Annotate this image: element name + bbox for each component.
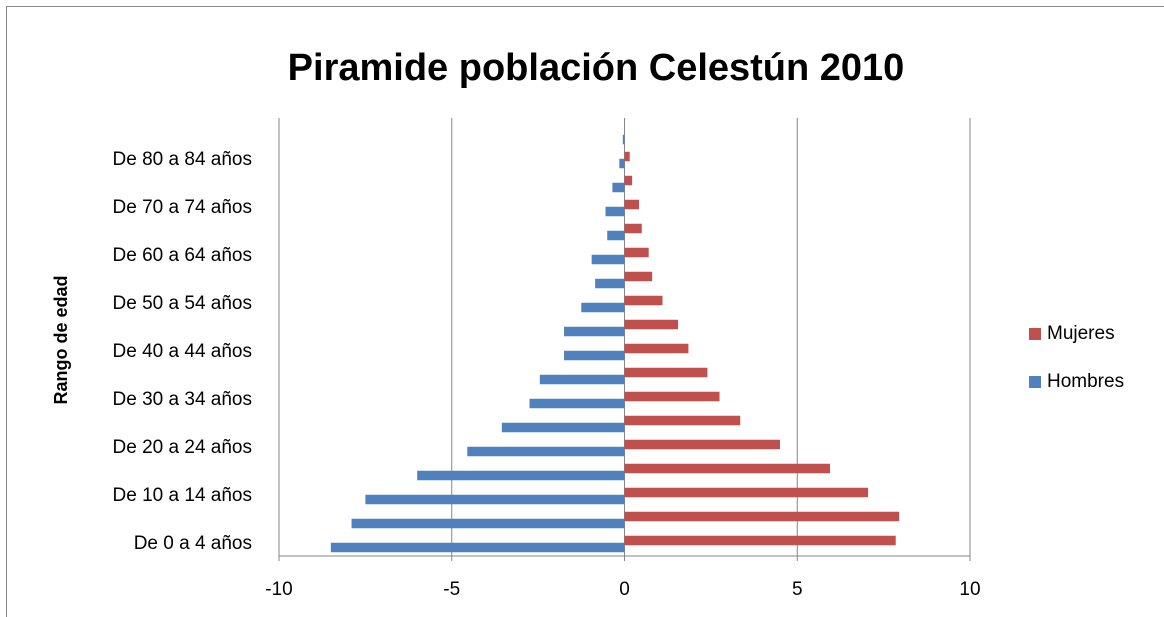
bar xyxy=(607,230,625,241)
bar xyxy=(619,158,625,169)
bar xyxy=(624,367,708,378)
legend-label: Hombres xyxy=(1047,371,1124,392)
bar xyxy=(595,278,625,289)
x-tick-label: 10 xyxy=(959,579,980,600)
bar xyxy=(564,350,625,361)
y-tick-label: De 40 a 44 años xyxy=(113,341,252,362)
bar xyxy=(330,542,625,553)
legend-swatch xyxy=(1029,328,1041,340)
bar xyxy=(624,199,640,210)
x-tick-label: 5 xyxy=(792,579,803,600)
bar xyxy=(539,374,625,385)
bar xyxy=(624,391,720,402)
x-tick-label: 0 xyxy=(619,579,630,600)
bar xyxy=(564,326,625,337)
bar xyxy=(612,182,625,193)
y-tick-label: De 60 a 64 años xyxy=(113,245,252,266)
x-tick-label: -5 xyxy=(443,579,460,600)
bar xyxy=(624,487,869,498)
bar xyxy=(624,151,630,162)
x-tick-label: -10 xyxy=(265,579,292,600)
bar xyxy=(624,247,649,258)
y-tick-label: De 50 a 54 años xyxy=(113,293,252,314)
y-tick-label: De 0 a 4 años xyxy=(134,533,252,554)
bar xyxy=(417,470,625,481)
bar xyxy=(605,206,625,217)
bar xyxy=(622,134,625,145)
bar xyxy=(624,271,653,282)
y-tick-label: De 20 a 24 años xyxy=(113,437,252,458)
y-tick-label: De 10 a 14 años xyxy=(113,485,252,506)
bar xyxy=(581,302,625,313)
bar xyxy=(467,446,625,457)
bar xyxy=(624,463,831,474)
bar xyxy=(591,254,625,265)
bar xyxy=(624,343,689,354)
y-tick-label: De 70 a 74 años xyxy=(113,197,252,218)
bar xyxy=(624,511,900,522)
bar xyxy=(624,223,642,234)
bar xyxy=(624,175,633,186)
legend-swatch xyxy=(1029,376,1041,388)
bar xyxy=(365,494,625,505)
bar xyxy=(529,398,625,409)
chart-border xyxy=(6,6,1164,617)
bar xyxy=(624,319,679,330)
bar xyxy=(624,295,663,306)
y-tick-label: De 30 a 34 años xyxy=(113,389,252,410)
legend-label: Mujeres xyxy=(1047,323,1115,344)
y-axis-title: Rango de edad xyxy=(51,275,71,404)
bar xyxy=(624,439,780,450)
chart-title: Piramide población Celestún 2010 xyxy=(288,47,905,89)
y-tick-label: De 80 a 84 años xyxy=(113,149,252,170)
bar xyxy=(501,422,625,433)
bar xyxy=(351,518,625,529)
bar xyxy=(624,535,896,546)
bar xyxy=(624,415,741,426)
